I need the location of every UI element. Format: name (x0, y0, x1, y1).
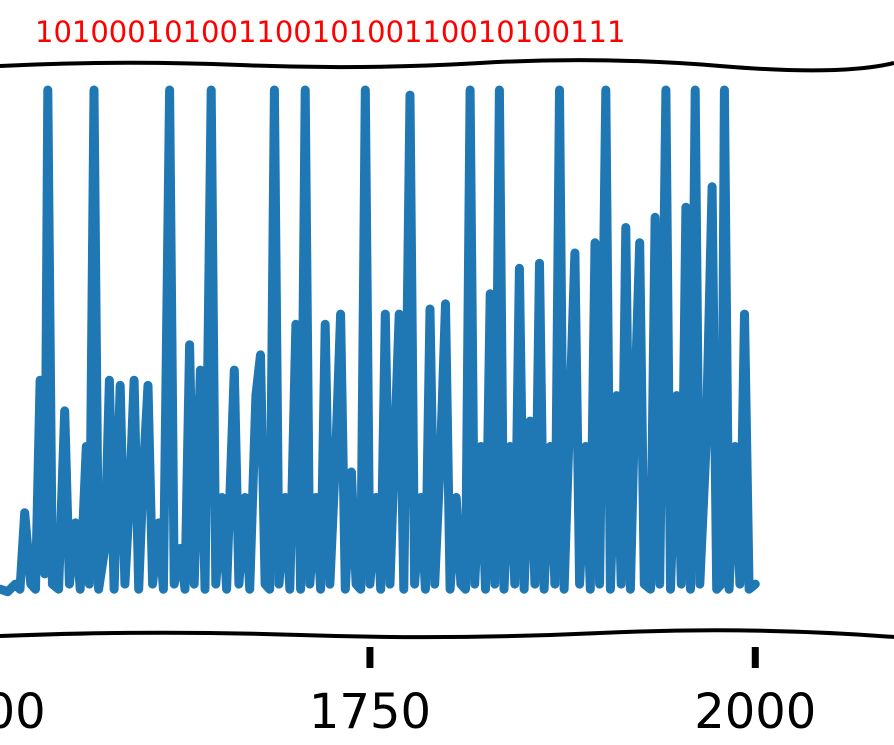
chart-title: 10100010100110010100110010100111 (35, 15, 625, 49)
frame-top (0, 58, 894, 73)
x-tick-label: 2000 (694, 684, 816, 740)
plot-area (0, 85, 760, 597)
x-tick-label: 1750 (309, 684, 431, 740)
data-line (0, 85, 760, 597)
frame-bottom (0, 628, 894, 640)
x-tick-label: 1500 (0, 684, 46, 740)
